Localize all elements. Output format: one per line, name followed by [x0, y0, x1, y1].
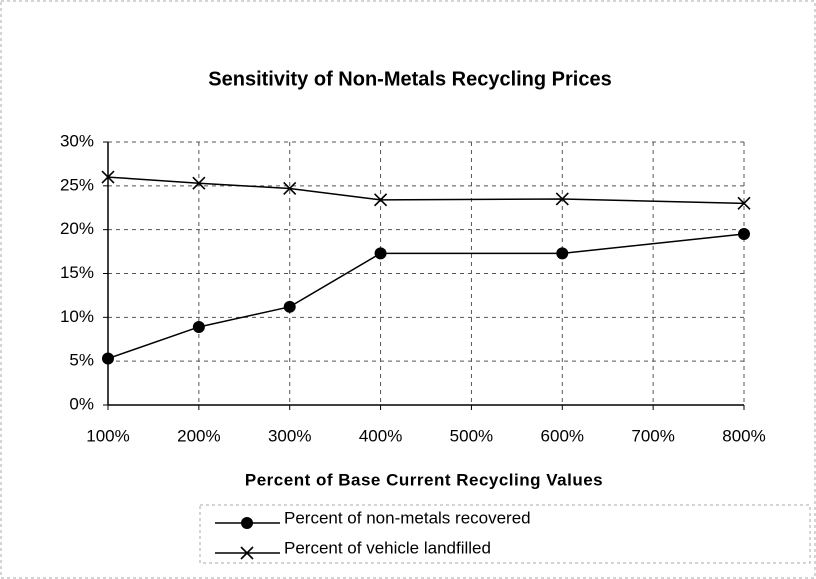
x-tick-label: 800% [722, 426, 765, 445]
point [374, 247, 387, 260]
y-tick-label: 0% [69, 394, 94, 413]
legend-marker [241, 517, 253, 529]
chart-title: Sensitivity of Non-Metals Recycling Pric… [208, 68, 611, 90]
x-tick-label: 400% [359, 426, 402, 445]
legend-marker [240, 546, 254, 560]
point [737, 196, 751, 210]
point [283, 181, 297, 196]
y-tick-label: 25% [60, 175, 94, 194]
series-line [107, 233, 745, 360]
x-tick-label: 500% [450, 426, 493, 445]
legend-frame [199, 504, 811, 564]
point [192, 320, 205, 333]
legend-label: Percent of non-metals recovered [284, 508, 531, 527]
x-tick-label: 300% [268, 426, 311, 445]
x-tick-label: 100% [86, 426, 129, 445]
point [374, 193, 388, 207]
y-tick-label: 5% [69, 351, 94, 370]
y-tick-label: 20% [60, 219, 94, 238]
x-tick-label: 600% [541, 426, 584, 445]
point [738, 228, 750, 241]
x-tick-label: 200% [177, 426, 220, 445]
point [101, 170, 115, 184]
point [283, 300, 296, 313]
series-line [107, 176, 745, 205]
y-tick-label: 15% [60, 263, 94, 282]
x-tick-label: 700% [631, 426, 674, 445]
point [556, 247, 569, 260]
x-axis-title: Percent of Base Current Recycling Values [245, 470, 603, 489]
y-tick-label: 30% [60, 131, 94, 150]
point [192, 176, 206, 190]
point [555, 192, 569, 206]
y-tick-label: 10% [60, 307, 94, 326]
point [102, 352, 114, 365]
legend-label: Percent of vehicle landfilled [284, 538, 491, 557]
